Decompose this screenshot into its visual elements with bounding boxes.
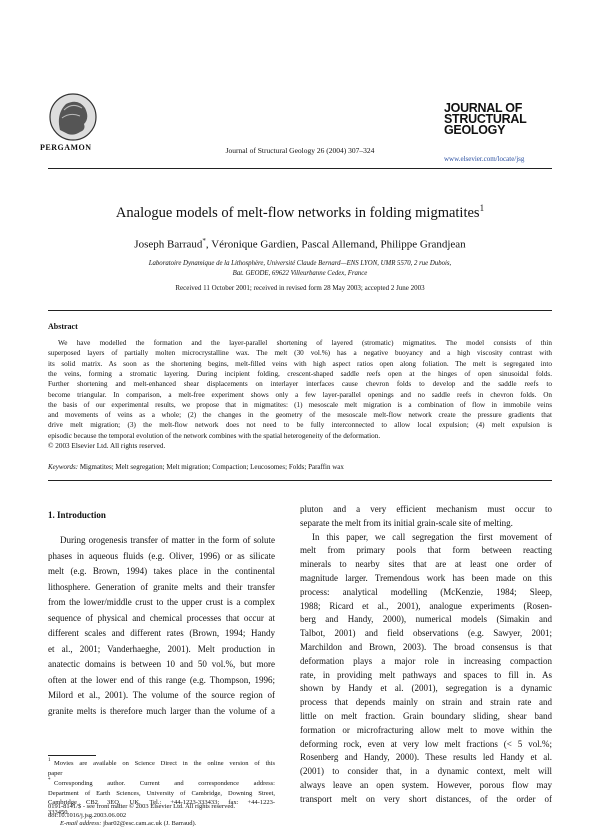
body-line: deformation plays a major role in increa… bbox=[300, 655, 552, 666]
title-note: 1 bbox=[479, 203, 485, 213]
body-line: lithosphere. Generation of granite melts… bbox=[48, 581, 275, 592]
journal-logo-line: STRUCTURAL bbox=[444, 112, 527, 126]
email-text: jbar02@esc.cam.ac.uk (J. Barraud). bbox=[103, 819, 197, 827]
email: E-mail address: jbar02@esc.cam.ac.uk (J.… bbox=[60, 820, 196, 827]
email-label: E-mail address: bbox=[60, 819, 102, 827]
abstract-line: become triangular. In comparison, a melt… bbox=[48, 390, 552, 399]
body-line: separate the melt from its initial grain… bbox=[300, 517, 513, 528]
body-line: often at the lower end of this range (e.… bbox=[48, 674, 275, 685]
publisher-logo bbox=[49, 93, 97, 141]
footnote-line: 333450. bbox=[48, 809, 70, 816]
body-line: During orogenesis transfer of matter in … bbox=[60, 535, 275, 545]
author-note: * bbox=[202, 237, 206, 245]
body-line: pluton and a very efficient mechanism mu… bbox=[300, 504, 552, 514]
footnote-mark: 1 bbox=[48, 758, 51, 763]
body-line: process: analytical modelling (McKenzie,… bbox=[300, 586, 552, 597]
body-line: berg and Handy, 2000), numerical models … bbox=[300, 614, 552, 625]
body-line: deforming rock, even at very low melt fr… bbox=[300, 738, 552, 749]
abstract-line: the veins, forming a stromatic layering.… bbox=[48, 369, 552, 378]
authors: Joseph Barraud*, Véronique Gardien, Pasc… bbox=[0, 237, 600, 251]
publisher: PERGAMON bbox=[40, 143, 92, 152]
body-line: granite melts is therefore much larger t… bbox=[48, 705, 275, 716]
body-line: phases in aqueous fluids (e.g. Oliver, 1… bbox=[48, 550, 275, 561]
footnote-line: Corresponding author. Current and corres… bbox=[54, 780, 275, 788]
first-author: Joseph Barraud bbox=[134, 238, 203, 251]
body-line: Milord et al., 2001). The volume of the … bbox=[48, 690, 275, 700]
body-line: transport melt on very short distances, … bbox=[300, 793, 552, 804]
abstract-line: the basis of our experimental results, w… bbox=[48, 400, 552, 409]
body-line: Rosenberg and Handy, 2000). These result… bbox=[300, 752, 552, 763]
body-line: (2001) to consider that, in a dynamic co… bbox=[300, 766, 552, 777]
body-line: always leave an open system. However, po… bbox=[300, 780, 552, 790]
keywords-rule bbox=[48, 480, 552, 481]
abstract-line: Further shortening and melt-enhanced she… bbox=[48, 380, 552, 389]
keywords: Keywords: Migmatites; Melt segregation; … bbox=[48, 463, 344, 471]
article-title: Analogue models of melt-flow networks in… bbox=[0, 203, 600, 222]
body-line: et al., 2001; Vanderhaeghe, 2001). Melt … bbox=[48, 643, 275, 654]
body-line: different scales and different rates (Br… bbox=[48, 628, 275, 638]
journal-logo-line: JOURNAL OF bbox=[444, 101, 523, 115]
body-line: magnitude larger. Tremendous work has be… bbox=[300, 573, 552, 583]
body-line: melt (e.g. Brown, 1994) takes place in t… bbox=[48, 566, 275, 576]
abstract-line: and movements of veins as a whole; (2) t… bbox=[48, 411, 552, 420]
abstract-line: superposed layers of partially molten mi… bbox=[48, 349, 552, 358]
footnote-line: Movies are available on Science Direct i… bbox=[54, 760, 275, 767]
keywords-text: Migmatites; Melt segregation; Melt migra… bbox=[79, 463, 344, 471]
section-heading: 1. Introduction bbox=[48, 510, 106, 520]
body-line: formation or microfracturing allow melt … bbox=[300, 724, 552, 735]
footnote-line: paper bbox=[48, 769, 63, 777]
coauthors: , Véronique Gardien, Pascal Allemand, Ph… bbox=[205, 238, 466, 251]
footer-line: 0191-8141/$ - see front matter © 2003 El… bbox=[48, 803, 236, 810]
journal-url: www.elsevier.com/locate/jsg bbox=[444, 155, 525, 163]
title-text: Analogue models of melt-flow networks in… bbox=[115, 204, 480, 221]
body-line: process that depends mainly on strain an… bbox=[300, 697, 552, 708]
abstract-line: its solid matrix. As soon as the shorten… bbox=[48, 359, 552, 368]
abstract-line: episodic because the temporal evolution … bbox=[48, 431, 381, 440]
footnote-line: Cambridge CB2 3EQ, UK. Tel.: +44-1223-33… bbox=[48, 799, 275, 807]
footnote-mark: * bbox=[48, 778, 51, 784]
body-line: In this paper, we call segregation the f… bbox=[312, 531, 552, 542]
body-line: minerals to nearby sites that are at lea… bbox=[300, 559, 552, 570]
journal-logo: JOURNAL OF STRUCTURAL GEOLOGY bbox=[444, 101, 527, 137]
dates: Received 11 October 2001; received in re… bbox=[175, 284, 425, 292]
abstract-rule bbox=[48, 310, 552, 311]
affiliation-1: Laboratoire Dynamique de la Lithosphère,… bbox=[148, 260, 452, 267]
abstract-line: drive melt migration; (3) the melt-flow … bbox=[48, 421, 552, 430]
copyright: © 2003 Elsevier Ltd. All rights reserved… bbox=[48, 442, 166, 450]
footnote-rule bbox=[48, 755, 96, 756]
body-line: anatectic domains is between 10 and 50 v… bbox=[48, 659, 275, 669]
body-line: Marchildon and Brown, 2003). The broad c… bbox=[300, 642, 552, 652]
body-line: melt from primary pools that form betwee… bbox=[300, 545, 552, 556]
body-line: little on melt fraction. Grain boundary … bbox=[300, 711, 552, 721]
body-line: from the lower/middle crust to the upper… bbox=[48, 597, 275, 607]
body-line: Talbot, 2001) and field observations (e.… bbox=[300, 628, 552, 639]
body-line: 1988; Ricard et al., 2001), analogue exp… bbox=[300, 600, 552, 611]
footer-line: doi:10.1016/j.jsg.2003.06.002 bbox=[48, 812, 127, 819]
affiliation-2: Bat. GEODE, 69622 Villeurbanne Cedex, Fr… bbox=[232, 270, 368, 277]
body-line: rate, in providing melt pathways and spa… bbox=[300, 669, 552, 680]
abstract-heading: Abstract bbox=[48, 322, 78, 331]
body-line: shown by Handy et al. (2001), segregatio… bbox=[300, 683, 552, 694]
header-rule bbox=[48, 168, 552, 169]
journal-logo-line: GEOLOGY bbox=[444, 123, 506, 137]
footnote-line: Department of Earth Sciences, University… bbox=[48, 789, 275, 797]
citation: Journal of Structural Geology 26 (2004) … bbox=[225, 146, 375, 155]
body-line: sequence of physical and chemical proces… bbox=[48, 612, 275, 623]
abstract-line: We have modelled the formation and the l… bbox=[58, 339, 552, 347]
keywords-label: Keywords: bbox=[48, 463, 79, 471]
